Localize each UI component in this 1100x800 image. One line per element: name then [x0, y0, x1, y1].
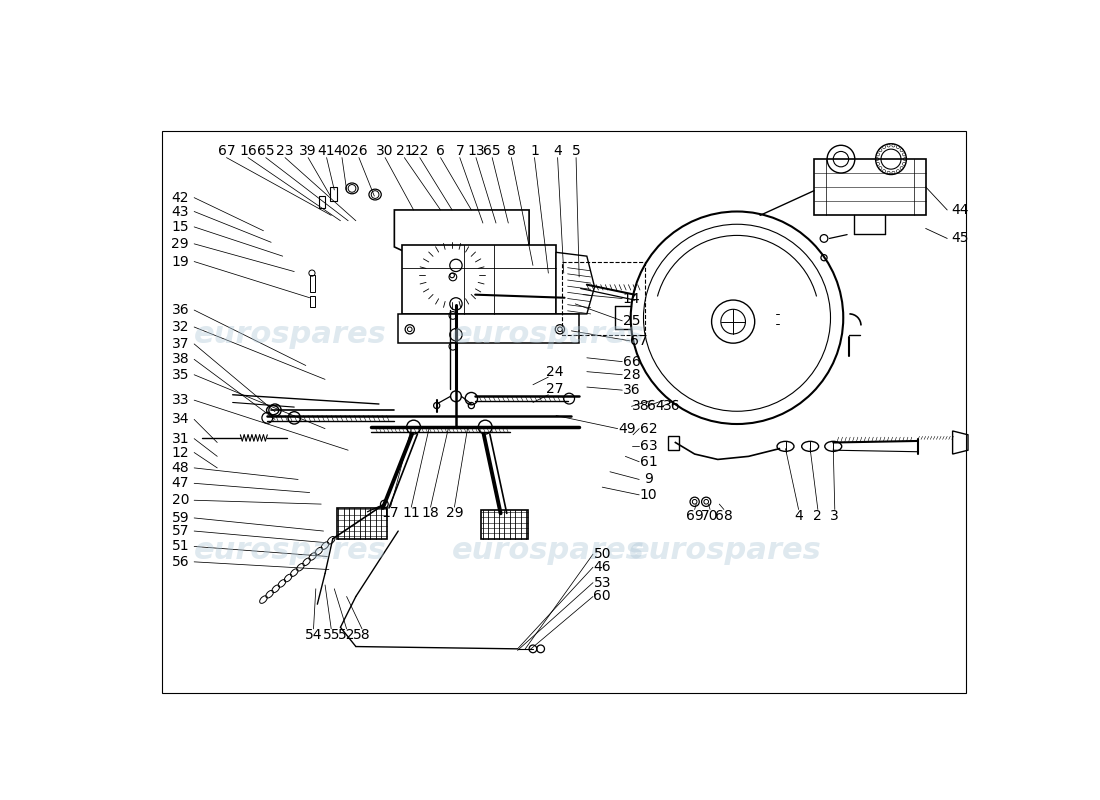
Text: 20: 20: [172, 494, 189, 507]
Text: 11: 11: [403, 506, 420, 520]
Text: 60: 60: [593, 590, 612, 603]
Text: 12: 12: [172, 446, 189, 459]
Text: 53: 53: [594, 576, 610, 590]
Bar: [403, 245, 556, 314]
Polygon shape: [337, 508, 387, 538]
Text: 4: 4: [553, 145, 562, 158]
Text: 10: 10: [639, 488, 658, 502]
Text: 3: 3: [830, 509, 839, 522]
Text: 45: 45: [952, 231, 969, 246]
Text: 67: 67: [218, 145, 235, 158]
Text: 30: 30: [376, 145, 394, 158]
Text: 31: 31: [172, 432, 189, 446]
Bar: [398, 314, 579, 343]
Text: 49: 49: [618, 422, 636, 436]
Text: 18: 18: [421, 506, 439, 520]
Bar: [310, 274, 315, 291]
Text: 38: 38: [172, 352, 189, 366]
Text: eurospares: eurospares: [194, 320, 387, 349]
Text: 6: 6: [436, 145, 446, 158]
Text: 5: 5: [572, 145, 581, 158]
Text: 35: 35: [172, 368, 189, 382]
Text: 17: 17: [382, 506, 399, 520]
Text: 27: 27: [546, 382, 563, 396]
Text: 28: 28: [623, 368, 640, 382]
Text: 48: 48: [172, 461, 189, 475]
Bar: [814, 159, 926, 214]
Polygon shape: [395, 210, 529, 252]
Text: eurospares: eurospares: [629, 536, 822, 565]
Text: 14: 14: [623, 291, 640, 306]
Polygon shape: [556, 252, 594, 314]
Text: 61: 61: [639, 454, 658, 469]
Text: 9: 9: [644, 473, 653, 486]
Text: 33: 33: [172, 393, 189, 407]
Text: 69: 69: [685, 509, 704, 522]
Text: 63: 63: [639, 439, 658, 454]
Text: 46: 46: [593, 560, 612, 574]
Text: 47: 47: [172, 476, 189, 490]
Text: 36: 36: [172, 303, 189, 317]
Text: 70: 70: [702, 509, 718, 522]
Text: 58: 58: [353, 628, 371, 642]
Text: 38: 38: [631, 399, 650, 414]
Text: 65: 65: [483, 145, 500, 158]
Text: 64: 64: [647, 399, 666, 414]
Text: 29: 29: [172, 237, 189, 251]
Bar: [330, 187, 337, 201]
Text: 24: 24: [546, 365, 563, 378]
Text: 19: 19: [172, 254, 189, 269]
Text: 4: 4: [794, 509, 803, 522]
Text: 16: 16: [239, 145, 257, 158]
Text: 67: 67: [630, 334, 648, 348]
Text: 57: 57: [172, 524, 189, 538]
Text: 56: 56: [172, 555, 189, 569]
Text: 8: 8: [507, 145, 516, 158]
Bar: [310, 296, 315, 307]
Text: 43: 43: [172, 205, 189, 218]
Text: 68: 68: [715, 509, 733, 522]
Text: 32: 32: [172, 320, 189, 334]
Text: eurospares: eurospares: [452, 536, 645, 565]
Text: 13: 13: [468, 145, 485, 158]
Text: 62: 62: [639, 422, 658, 436]
Text: 50: 50: [594, 547, 610, 561]
Text: 36: 36: [662, 399, 681, 414]
Text: 22: 22: [411, 145, 429, 158]
Text: eurospares: eurospares: [194, 536, 387, 565]
Text: 42: 42: [172, 190, 189, 205]
Text: 34: 34: [172, 413, 189, 426]
Text: 59: 59: [172, 511, 189, 525]
Text: 54: 54: [305, 628, 322, 642]
Text: 40: 40: [333, 145, 351, 158]
Text: 41: 41: [318, 145, 336, 158]
Text: 29: 29: [446, 506, 463, 520]
Bar: [562, 262, 646, 334]
Text: 52: 52: [338, 628, 355, 642]
Text: 25: 25: [623, 314, 640, 328]
Polygon shape: [482, 510, 528, 538]
Text: 26: 26: [350, 145, 367, 158]
Text: 21: 21: [396, 145, 414, 158]
Text: eurospares: eurospares: [452, 320, 645, 349]
Text: 36: 36: [623, 383, 640, 397]
Text: 65: 65: [257, 145, 275, 158]
Bar: [319, 196, 326, 209]
Text: 1: 1: [530, 145, 539, 158]
Text: 66: 66: [623, 354, 640, 369]
Text: 15: 15: [172, 220, 189, 234]
Text: 2: 2: [814, 509, 822, 522]
Text: 55: 55: [322, 628, 340, 642]
Text: 7: 7: [455, 145, 464, 158]
Text: 23: 23: [276, 145, 294, 158]
Text: 44: 44: [952, 203, 969, 217]
Text: 37: 37: [172, 337, 189, 351]
Text: 51: 51: [172, 539, 189, 554]
Text: 39: 39: [299, 145, 317, 158]
